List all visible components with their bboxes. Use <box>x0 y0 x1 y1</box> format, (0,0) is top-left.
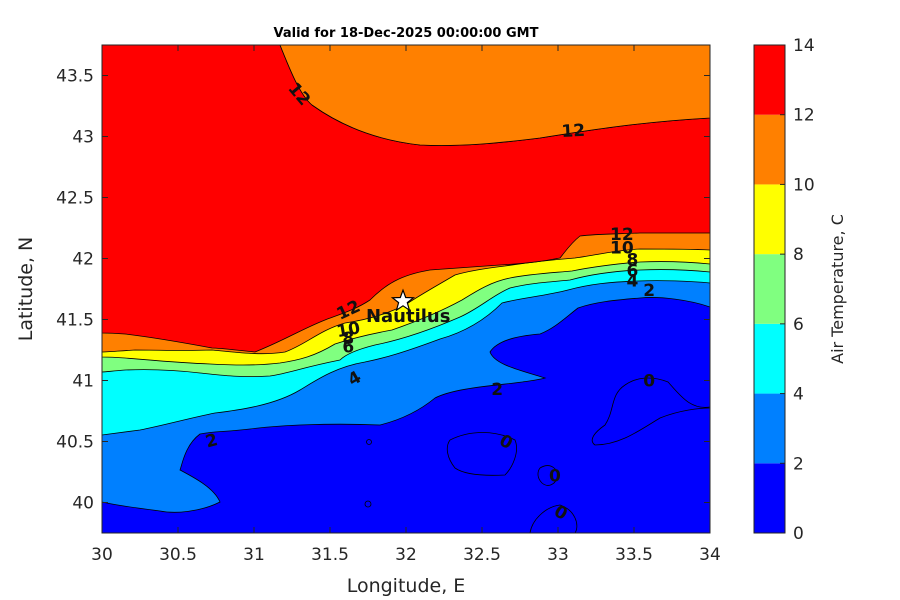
x-tick-label: 31.5 <box>311 545 349 565</box>
colorbar-tick-label: 14 <box>793 36 815 56</box>
chart-title: Valid for 18-Dec-2025 00:00:00 GMT <box>274 26 539 41</box>
zero-contour-dot2 <box>364 500 372 508</box>
colorbar-segment <box>754 184 785 255</box>
x-tick-label: 33.5 <box>615 545 653 565</box>
contour-fill-10-12-north <box>279 45 710 146</box>
contour-label: 6 <box>627 262 639 282</box>
x-tick-label: 30.5 <box>159 545 197 565</box>
zero-contour-south1 <box>537 465 559 486</box>
nautilus-label: Nautilus <box>366 306 451 327</box>
y-axis-label: Latitude, N <box>15 237 37 342</box>
colorbar-tick-label: 0 <box>793 524 804 544</box>
y-tick-label: 42 <box>72 250 94 270</box>
contour-label: 4 <box>627 271 639 291</box>
colorbar-tick-label: 4 <box>793 385 804 405</box>
colorbar-label: Air Temperature, C <box>828 214 847 364</box>
y-tick-label: 43.5 <box>56 67 94 87</box>
star-marker <box>390 288 416 312</box>
x-tick-label: 33 <box>547 545 569 565</box>
colorbar-segment <box>754 323 785 394</box>
contour-label: 10 <box>335 318 362 342</box>
y-tick-label: 40.5 <box>56 433 94 453</box>
y-tick-label: 43 <box>72 128 94 148</box>
x-tick-label: 32.5 <box>463 545 501 565</box>
contour-label: 10 <box>610 239 634 259</box>
y-tick-label: 40 <box>72 494 94 514</box>
contour-label: 0 <box>643 372 655 392</box>
zero-contour-dot1 <box>366 439 372 445</box>
colorbar-segment <box>754 393 785 464</box>
y-tick-label: 42.5 <box>56 189 94 209</box>
contour-label: 8 <box>627 251 639 271</box>
x-tick-label: 31 <box>243 545 265 565</box>
zero-contour-center <box>446 432 517 476</box>
colorbar-segment <box>754 254 785 324</box>
colorbar-tick-label: 6 <box>793 315 804 335</box>
zero-contour-south2 <box>529 504 578 533</box>
x-tick-label: 30 <box>91 545 113 565</box>
y-tick-label: 41 <box>72 372 94 392</box>
contour-label: 2 <box>203 430 220 452</box>
colorbar-tick-label: 12 <box>793 106 815 126</box>
contour-label: 8 <box>342 329 354 349</box>
x-tick-label: 32 <box>395 545 417 565</box>
x-tick-label: 34 <box>699 545 721 565</box>
zero-contours <box>364 377 710 533</box>
zero-contour-east <box>591 377 710 446</box>
colorbar-tick-label: 10 <box>793 175 815 195</box>
contour-label: 12 <box>561 121 586 142</box>
contour-label: 6 <box>342 337 354 357</box>
colorbar <box>754 45 785 533</box>
contour-label: 2 <box>643 281 655 301</box>
colorbar-frame <box>753 44 786 534</box>
contour-label: 2 <box>491 380 503 400</box>
colorbar-ticks: 0 2 4 6 8 10 12 14 <box>780 36 815 544</box>
y-tick-label: 41.5 <box>56 311 94 331</box>
colorbar-segment <box>754 45 785 115</box>
colorbar-segment <box>754 114 785 185</box>
contour-label: 12 <box>610 225 634 245</box>
colorbar-tick-label: 8 <box>793 245 804 265</box>
x-axis-label: Longitude, E <box>347 575 466 597</box>
colorbar-tick-label: 2 <box>793 454 804 474</box>
x-axis: 30 30.5 31 31.5 32 32.5 33 33.5 34 <box>91 45 721 565</box>
colorbar-segment <box>754 463 785 533</box>
nautilus-site-marker: Nautilus <box>366 288 451 327</box>
contour-label: 0 <box>549 467 561 487</box>
